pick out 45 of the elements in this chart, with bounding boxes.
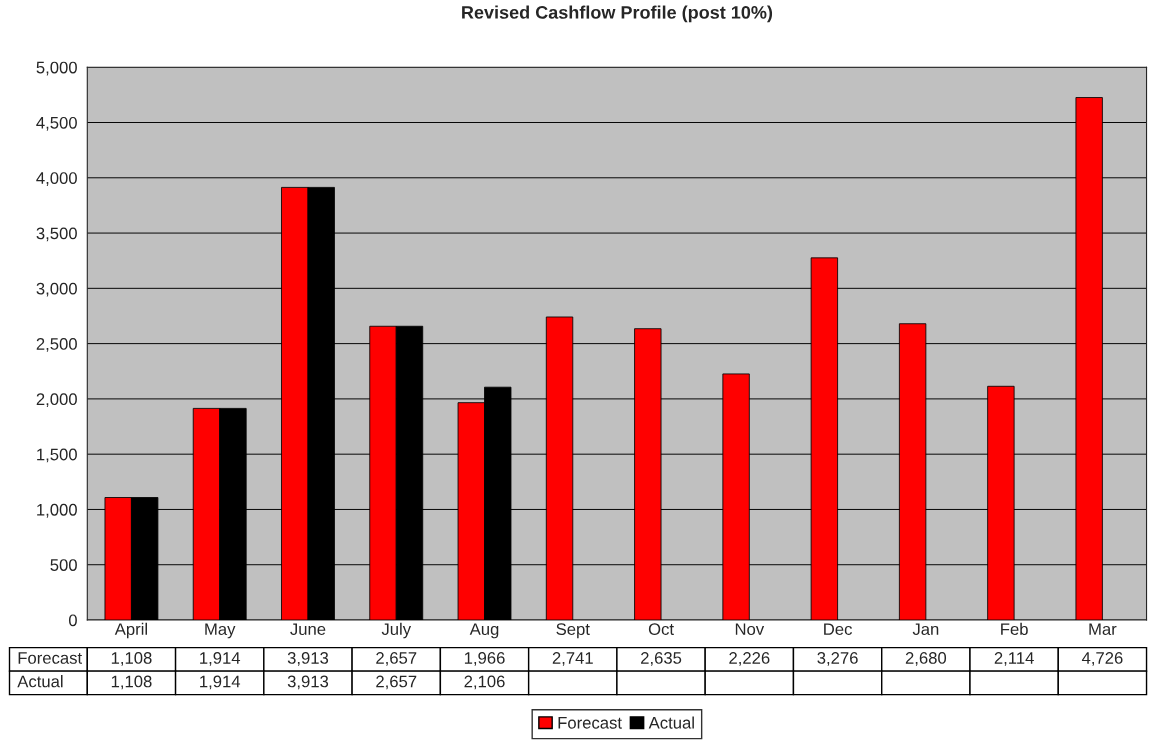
data-label: 1,108 (111, 652, 152, 666)
data-label: 1,966 (464, 652, 505, 666)
data-label: 3,913 (287, 675, 329, 690)
data-label: 2,106 (464, 675, 505, 690)
y-tick-label: 3,000 (36, 282, 77, 297)
x-tick-label: Nov (735, 623, 765, 636)
y-tick-label: 2,500 (36, 338, 77, 352)
data-label: 1,914 (200, 652, 241, 666)
x-tick-label: June (290, 623, 326, 636)
y-tick-label: 5,000 (36, 61, 77, 76)
text: Actual (17, 675, 63, 688)
x-tick-label: Oct (648, 623, 674, 636)
y-tick-label: 3,500 (36, 227, 77, 242)
y-tick-label: 1,000 (37, 503, 77, 518)
data-label: 2,680 (905, 652, 947, 666)
chart-title: Revised Cashflow Profile (post 10%) (462, 5, 773, 23)
data-label: 1,914 (200, 675, 241, 690)
data-label: 3,913 (287, 652, 329, 666)
y-tick-label: 4,500 (36, 116, 77, 131)
x-tick-label: Jan (912, 623, 939, 636)
y-tick-label: 1,500 (37, 448, 77, 463)
data-label: 1,108 (111, 675, 152, 690)
y-tick-label: 0 (68, 614, 77, 627)
data-label: 2,657 (376, 652, 417, 666)
x-tick-label: Mar (1089, 623, 1117, 636)
y-tick-label: 2,000 (36, 393, 77, 408)
legend-label: Actual (648, 716, 694, 729)
x-tick-label: Sept (556, 623, 590, 639)
data-label: 2,635 (641, 652, 682, 666)
x-tick-label: Feb (1001, 622, 1028, 636)
data-label: 4,726 (1081, 652, 1123, 666)
data-label: 2,226 (729, 652, 770, 666)
data-label: 2,114 (994, 652, 1034, 666)
text: Forecast (18, 652, 82, 664)
y-tick-label: 4,000 (36, 172, 77, 186)
x-tick-label: Dec (824, 623, 852, 636)
data-label: 2,657 (376, 675, 417, 690)
x-tick-label: July (381, 622, 412, 639)
x-tick-label: Aug (469, 623, 499, 639)
x-tick-label: April (114, 622, 147, 639)
data-label: 3,276 (817, 652, 858, 666)
data-label: 2,741 (552, 652, 593, 666)
x-tick-label: May (205, 623, 236, 639)
y-tick-label: 500 (50, 559, 77, 571)
legend-label: Forecast (558, 717, 622, 729)
